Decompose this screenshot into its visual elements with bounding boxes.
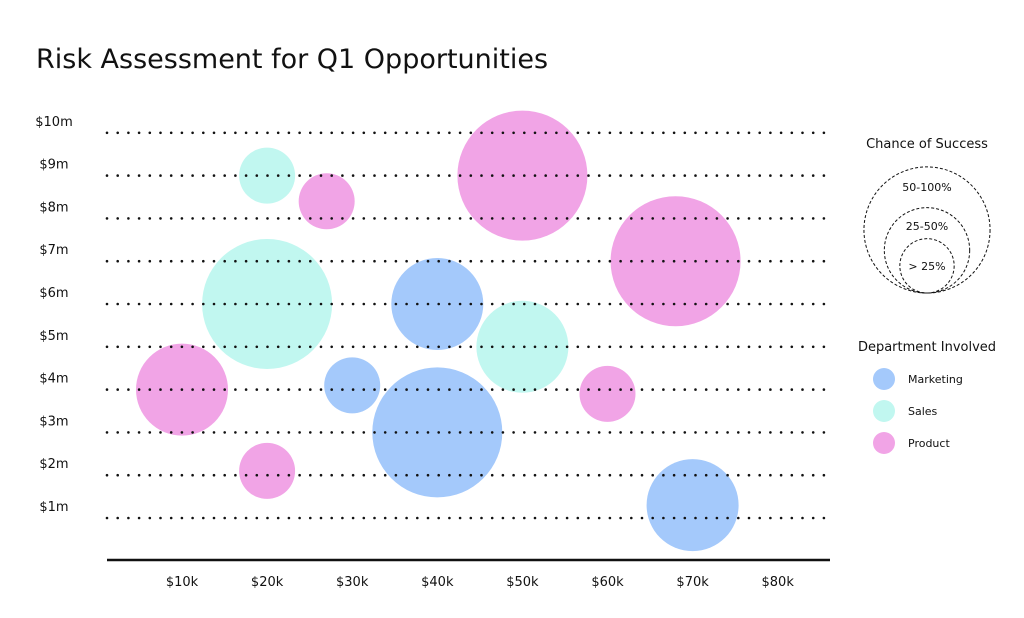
bubble-marketing <box>391 258 484 350</box>
size-legend-label: 25-50% <box>906 220 948 233</box>
x-tick-label: $70k <box>676 575 709 590</box>
y-tick-label: $3m <box>39 414 68 429</box>
x-axis-ticks: $10k $20k $30k $40k $50k $60k $70k $80k <box>166 575 795 590</box>
color-legend-title: Department Involved <box>858 340 996 355</box>
y-tick-label: $6m <box>39 286 68 301</box>
color-legend: Marketing Sales Product <box>873 368 963 454</box>
x-tick-label: $20k <box>251 575 284 590</box>
x-tick-label: $40k <box>421 575 454 590</box>
legend-swatch-sales <box>873 400 895 422</box>
y-tick-label: $2m <box>39 457 68 472</box>
bubble-marketing <box>372 367 503 498</box>
legend-label-sales: Sales <box>908 405 938 418</box>
y-tick-label: $10m <box>35 115 72 130</box>
legend-label-marketing: Marketing <box>908 373 963 386</box>
size-legend: 50-100% 25-50% > 25% <box>863 166 991 294</box>
y-axis-ticks: $1m $2m $3m $4m $5m $6m $7m $8m $9m $10m <box>35 115 72 515</box>
x-tick-label: $50k <box>506 575 539 590</box>
size-legend-circle <box>863 166 991 294</box>
bubble-sales <box>476 300 569 393</box>
y-tick-label: $1m <box>39 500 68 515</box>
legend-label-product: Product <box>908 437 950 450</box>
y-tick-label: $7m <box>39 243 68 258</box>
bubble-marketing <box>324 357 381 414</box>
x-tick-label: $10k <box>166 575 199 590</box>
bubble-product <box>457 110 588 241</box>
x-tick-label: $60k <box>591 575 624 590</box>
y-tick-label: $9m <box>39 158 68 173</box>
bubble-product <box>239 442 296 499</box>
y-tick-label: $8m <box>39 200 68 215</box>
bubble-product <box>579 365 636 422</box>
legend-swatch-product <box>873 432 895 454</box>
y-tick-label: $4m <box>39 372 68 387</box>
grid-lines <box>105 131 827 520</box>
y-tick-label: $5m <box>39 329 68 344</box>
size-legend-circle <box>899 238 955 294</box>
legend-swatch-marketing <box>873 368 895 390</box>
size-legend-label: 50-100% <box>902 181 951 194</box>
chart-title: Risk Assessment for Q1 Opportunities <box>36 44 548 75</box>
size-legend-label: > 25% <box>908 260 945 273</box>
bubble-product <box>298 173 355 230</box>
x-tick-label: $80k <box>762 575 795 590</box>
x-tick-label: $30k <box>336 575 369 590</box>
bubble-marketing <box>646 459 739 552</box>
bubble-product <box>610 196 741 327</box>
size-legend-title: Chance of Success <box>866 137 988 152</box>
